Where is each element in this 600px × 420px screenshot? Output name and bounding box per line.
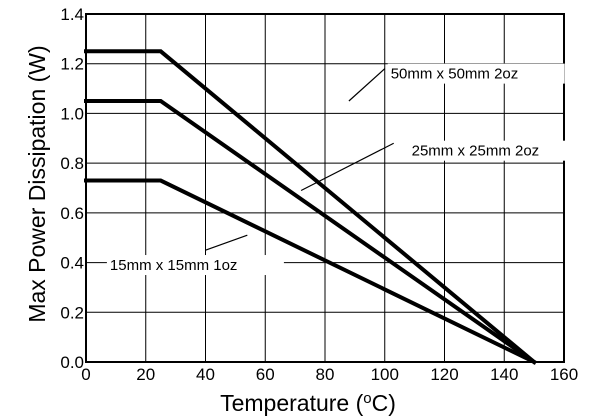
annotation-label-1: 25mm x 25mm 2oz [412, 143, 540, 160]
plot-frame [85, 13, 565, 363]
x-tick-label-7: 140 [490, 365, 518, 384]
series-layer [84, 49, 537, 365]
annotation-leader-line-1 [300, 142, 394, 192]
x-axis-title: Temperature (oC) [220, 390, 396, 417]
series-line-0 [84, 49, 537, 365]
series-line-1 [84, 99, 537, 365]
y-tick-label-6: 1.2 [60, 55, 84, 74]
annotation-label-2: 15mm x 15mm 1oz [110, 257, 238, 274]
y-tick-label-0: 0.0 [60, 353, 84, 372]
x-tick-label-0: 0 [81, 365, 90, 384]
x-axis-title-suffix: C) [372, 390, 396, 416]
annotation-leader-line-0 [348, 68, 386, 102]
x-tick-label-3: 60 [256, 365, 275, 384]
y-tick-label-2: 0.4 [60, 254, 84, 273]
x-tick-label-1: 20 [136, 365, 155, 384]
x-tick-label-4: 80 [316, 365, 335, 384]
x-tick-label-5: 100 [371, 365, 399, 384]
y-tick-label-1: 0.2 [60, 303, 84, 322]
annotation-label-0: 50mm x 50mm 2oz [391, 66, 519, 83]
series-line-2 [84, 178, 537, 365]
x-axis-title-superscript: o [363, 390, 371, 407]
annotation-background-2 [106, 255, 284, 276]
x-tick-label-6: 120 [430, 365, 458, 384]
y-tick-label-4: 0.8 [60, 154, 84, 173]
y-tick-label-3: 0.6 [60, 204, 84, 223]
annotation-background-0 [387, 63, 565, 84]
x-axis-title-prefix: Temperature ( [220, 390, 364, 416]
tick-label-layer: 0 20 40 60 80 100 120 140 160 0.0 0.2 0.4 0.6 0.8 1.0 1… [60, 5, 578, 384]
y-tick-label-7: 1.4 [60, 5, 84, 24]
y-axis-title: Max Power Dissipation (W) [24, 45, 50, 322]
annotation-layer: 50mm x 50mm 2oz 25mm x 25mm 2oz 15mm x 15m… [106, 63, 586, 276]
annotation-background-1 [408, 140, 586, 161]
x-tick-label-8: 160 [550, 365, 578, 384]
y-tick-label-5: 1.0 [60, 104, 84, 123]
x-tick-label-2: 40 [196, 365, 215, 384]
annotation-leader-line-2 [205, 234, 248, 251]
